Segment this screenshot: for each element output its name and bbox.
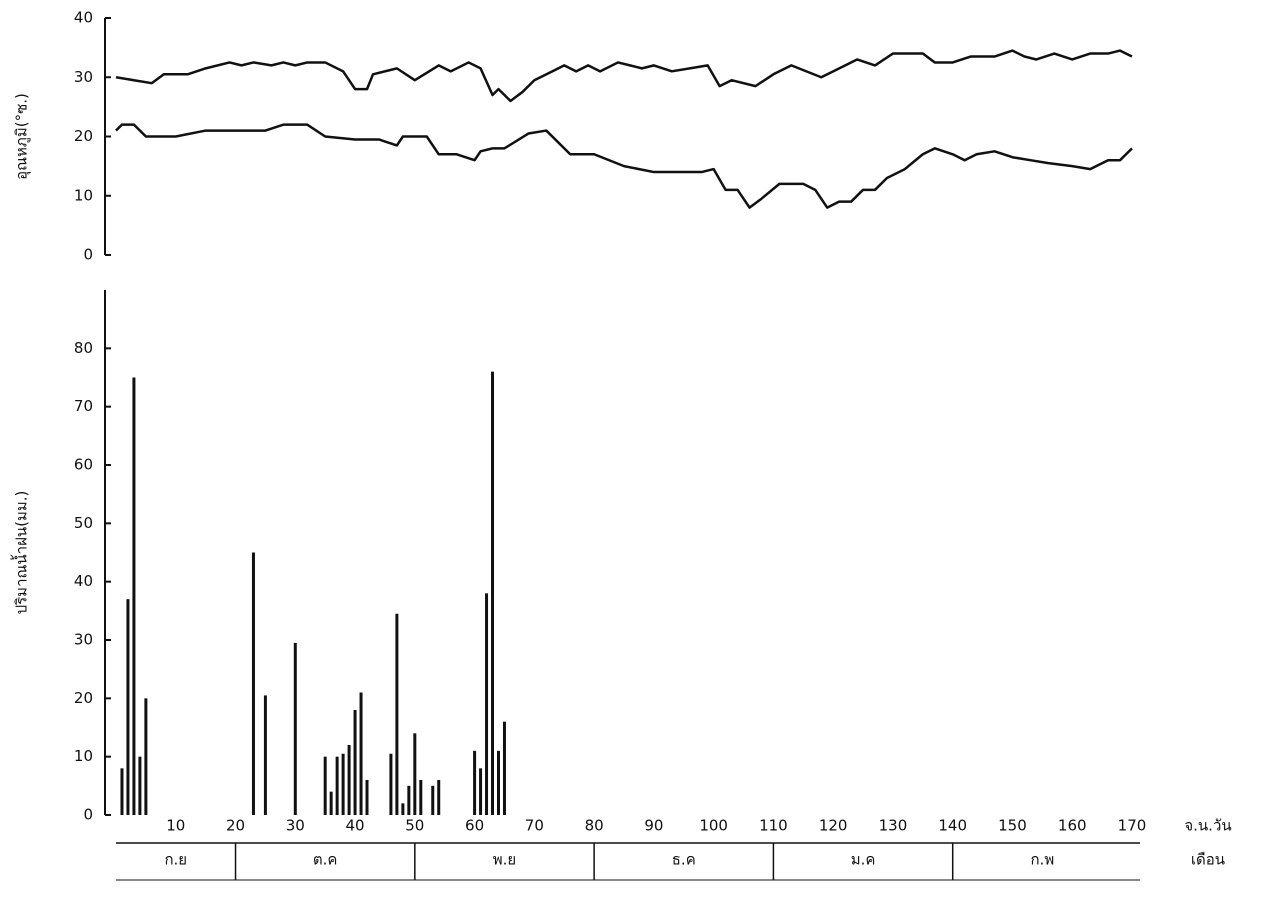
rain-bar [359,692,363,815]
rain-bar [329,791,333,815]
y-tick-label: 80 [74,339,93,357]
month-label: ก.พ [1030,851,1054,869]
rain-bar [323,756,327,815]
x-tick-label: 10 [166,817,185,835]
x-tick-label: 30 [286,817,305,835]
rain-bar [431,785,435,815]
y-tick-label: 10 [74,186,93,204]
x-axis-label: จ.น.วัน [1184,817,1231,835]
temperature-line [115,123,1133,209]
rain-bar [353,710,357,815]
month-label: ต.ค [313,851,338,869]
y-axis-label: ปริมาณน้ำฝน(มม.) [11,491,31,615]
x-tick-label: 90 [644,817,663,835]
rain-bar [502,721,506,815]
y-tick-label: 0 [83,246,93,264]
y-tick-label: 40 [74,9,93,27]
y-tick-label: 20 [74,127,93,145]
rain-bar [389,753,393,815]
rain-bar [395,613,399,815]
rain-bar [347,745,351,815]
x-tick-label: 20 [226,817,245,835]
rain-bar [437,780,441,815]
rain-bar [263,695,267,815]
rain-bar [413,733,417,815]
rain-bar [479,768,483,815]
y-tick-label: 10 [74,747,93,765]
y-tick-label: 30 [74,68,93,86]
y-tick-label: 0 [83,806,93,824]
rain-bar [335,756,339,815]
rain-bar [485,593,489,815]
x-tick-label: 130 [879,817,908,835]
rain-bar [120,768,124,815]
x-tick-label: 40 [346,817,365,835]
month-label: ธ.ค [672,851,696,869]
y-tick-label: 50 [74,514,93,532]
y-tick-label: 30 [74,631,93,649]
rain-bar [126,599,130,815]
x-tick-label: 150 [998,817,1027,835]
x-tick-label: 60 [465,817,484,835]
rain-bar [132,377,136,815]
rain-bar [491,371,495,815]
rain-bar [341,753,345,815]
x-tick-label: 80 [585,817,604,835]
x-tick-label: 140 [938,817,967,835]
rain-bar [401,803,405,815]
rain-bar [419,780,423,815]
rain-bar [365,780,369,815]
rain-bar [138,756,142,815]
rain-bar [251,552,255,815]
x-tick-label: 50 [405,817,424,835]
x-tick-label: 120 [819,817,848,835]
x-tick-label: 110 [759,817,788,835]
month-label: ม.ค [851,851,876,869]
month-label: ก.ย [164,851,187,869]
y-tick-label: 40 [74,572,93,590]
x-tick-label: 70 [525,817,544,835]
rain-bar [407,785,411,815]
temperature-line [115,49,1133,103]
month-row-label: เดือน [1191,851,1225,869]
rain-bar [473,750,477,815]
y-axis-label: อุณหภูมิ(°ซ.) [13,93,32,180]
rain-bar [293,642,297,815]
x-tick-label: 100 [699,817,728,835]
x-tick-label: 170 [1118,817,1147,835]
rain-bar [496,750,500,815]
x-tick-label: 160 [1058,817,1087,835]
y-tick-label: 70 [74,397,93,415]
y-tick-label: 20 [74,689,93,707]
y-tick-label: 60 [74,456,93,474]
rain-bar [144,698,148,815]
month-label: พ.ย [493,851,516,869]
